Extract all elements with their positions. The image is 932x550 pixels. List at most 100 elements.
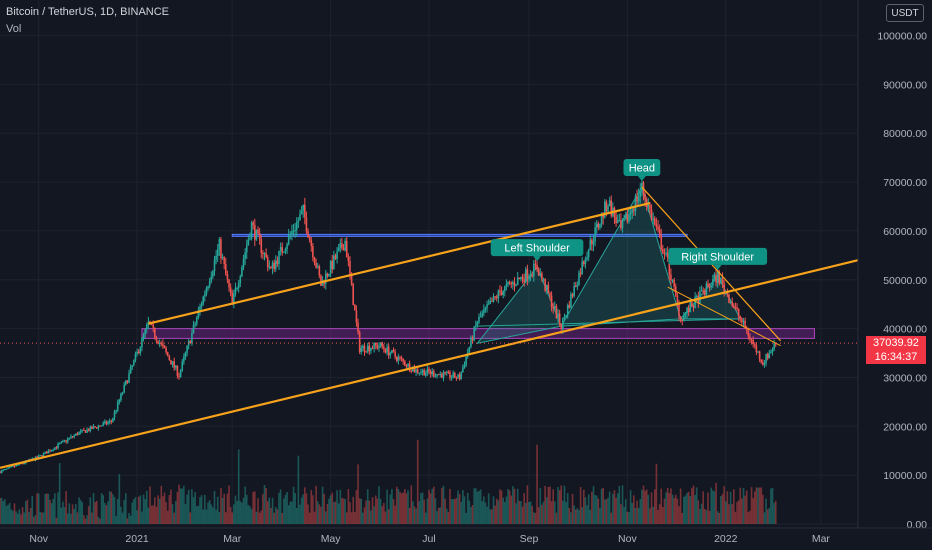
volume-bar <box>739 487 742 524</box>
candle <box>141 337 143 348</box>
volume-indicator-label[interactable]: Vol <box>6 23 22 35</box>
candle <box>589 239 592 251</box>
candle <box>328 273 330 277</box>
volume-bar <box>202 509 205 524</box>
candle <box>495 296 498 299</box>
candles <box>0 180 777 474</box>
volume-bar <box>244 486 246 524</box>
volume-bar <box>344 499 346 524</box>
volume-bar <box>145 490 148 524</box>
x-tick-label: Nov <box>29 533 48 545</box>
volume-bar <box>387 509 390 524</box>
candle <box>407 363 409 367</box>
candle <box>683 314 685 322</box>
volume-bar <box>536 444 538 524</box>
candle <box>394 352 396 357</box>
volume-bar <box>134 497 137 524</box>
volume-bar <box>144 498 146 524</box>
volume-bar <box>708 510 711 524</box>
candle <box>629 212 632 215</box>
candle <box>336 251 338 259</box>
volume-bar <box>605 499 608 524</box>
candle <box>691 302 693 307</box>
candle <box>345 240 348 257</box>
volume-bar <box>342 498 345 524</box>
volume-bar <box>463 496 466 524</box>
candle <box>736 307 738 310</box>
candle <box>752 340 754 345</box>
volume-bar <box>524 502 527 524</box>
volume-bar <box>613 490 616 524</box>
candle <box>665 252 667 255</box>
volume-bar <box>676 498 679 524</box>
volume-bar <box>363 507 366 524</box>
candle <box>45 451 48 454</box>
volume-bar <box>20 514 22 524</box>
candle <box>137 351 140 354</box>
volume-bar <box>589 509 592 524</box>
candle <box>236 288 238 290</box>
candle <box>462 367 464 373</box>
volume-bar <box>671 494 674 524</box>
volume-bar <box>715 482 717 524</box>
candle <box>368 345 371 352</box>
support-zone <box>141 328 815 339</box>
candle <box>284 248 287 252</box>
candle <box>68 437 71 439</box>
volume-bar <box>636 500 638 524</box>
candle <box>479 316 482 318</box>
candle <box>0 471 1 474</box>
candle <box>473 326 475 341</box>
candle <box>583 261 585 264</box>
candle <box>605 201 608 212</box>
volume-bar <box>724 501 727 524</box>
volume-bar <box>733 489 735 524</box>
volume-bar <box>289 501 292 524</box>
candle <box>558 313 561 324</box>
volume-bar <box>576 508 579 524</box>
candle <box>508 282 511 284</box>
candle <box>279 247 282 251</box>
candle <box>315 262 317 268</box>
candle <box>183 356 185 362</box>
volume-bar <box>763 512 766 524</box>
currency-button[interactable]: USDT <box>886 4 924 22</box>
candle <box>266 257 269 267</box>
volume-bar <box>181 488 184 524</box>
volume-bar <box>142 494 145 524</box>
volume-bar <box>620 504 622 524</box>
candle <box>97 425 100 429</box>
volume-bar <box>47 493 50 524</box>
volume-bar <box>444 498 446 524</box>
candle <box>579 272 582 274</box>
volume-bar <box>15 511 17 524</box>
volume-bar <box>70 513 72 524</box>
volume-bar <box>212 507 214 524</box>
volume-bar <box>728 504 730 524</box>
volume-bar <box>400 493 403 524</box>
candle <box>262 252 264 255</box>
volume-bar <box>476 491 479 524</box>
candle <box>37 455 40 458</box>
volume-bar <box>313 511 316 524</box>
candle <box>720 278 722 284</box>
volume-bar <box>610 512 613 524</box>
volume-bar <box>418 501 421 524</box>
volume-bar <box>260 510 263 524</box>
candle <box>350 274 353 284</box>
volume-bar <box>518 500 521 524</box>
volume-bar <box>304 487 306 524</box>
volume-bar <box>339 489 342 524</box>
volume-bar <box>394 505 396 524</box>
candle <box>370 348 372 352</box>
volume-bar <box>10 509 13 524</box>
volume-bar <box>92 493 95 524</box>
candle <box>481 313 484 317</box>
candle <box>747 330 750 337</box>
volume-bar <box>154 497 156 524</box>
candle <box>650 209 653 220</box>
volume-bar <box>694 494 696 524</box>
volume-bar <box>686 492 688 524</box>
volume-bar <box>91 512 93 524</box>
